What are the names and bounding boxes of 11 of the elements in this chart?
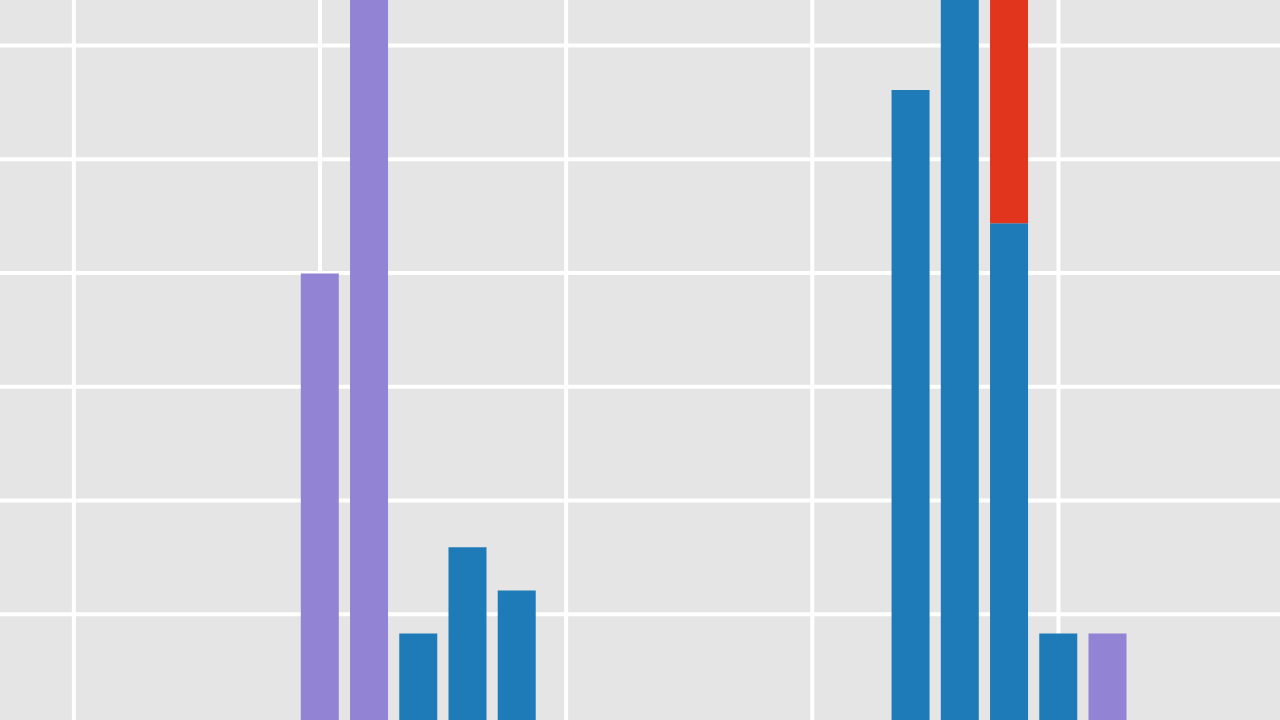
bar bbox=[1088, 633, 1127, 720]
bar bbox=[990, 223, 1029, 720]
bar bbox=[990, 0, 1029, 224]
bar bbox=[940, 0, 979, 720]
bar bbox=[448, 547, 487, 720]
bar bbox=[497, 590, 536, 720]
bar bbox=[300, 273, 339, 720]
bar bbox=[891, 90, 930, 720]
bar bbox=[350, 0, 389, 720]
bar bbox=[1039, 633, 1078, 720]
bar bbox=[399, 633, 438, 720]
